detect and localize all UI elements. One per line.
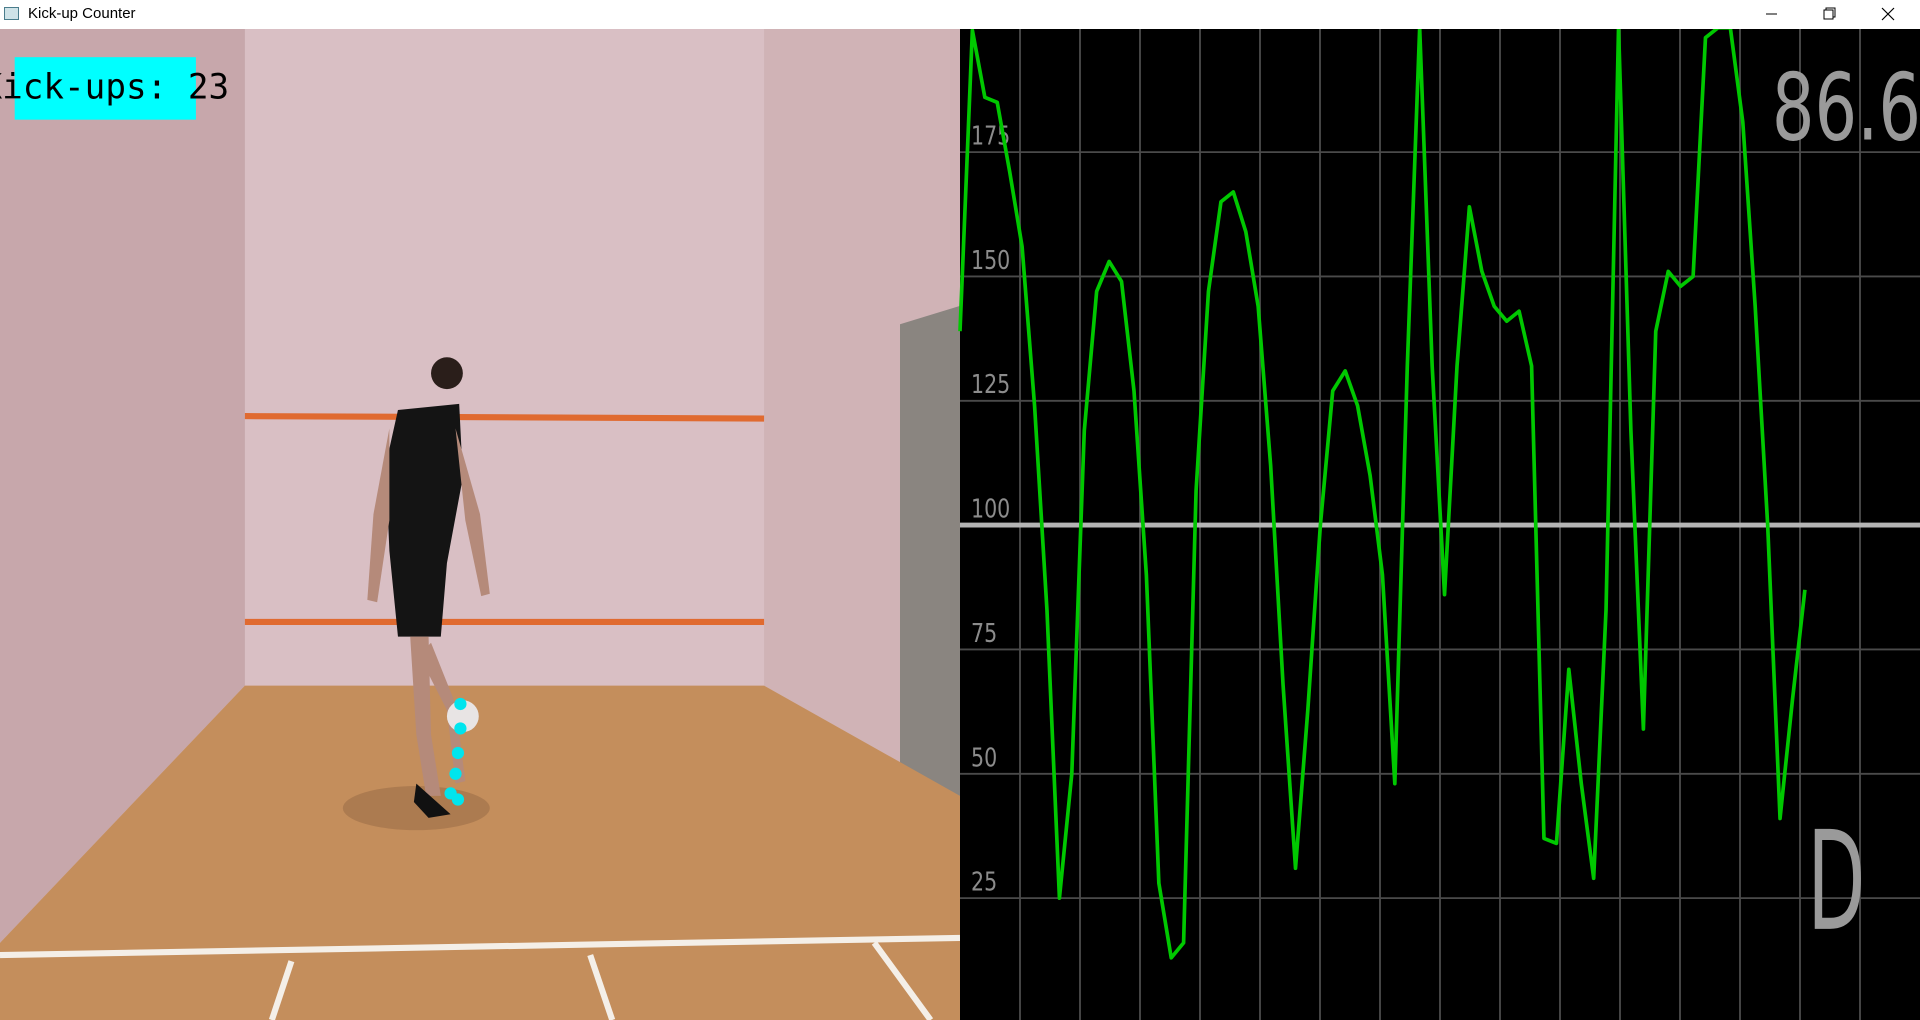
y-tick-label: 75 [971, 619, 997, 649]
app-icon [4, 7, 19, 20]
close-button[interactable] [1858, 0, 1916, 29]
kickup-counter: Kick-ups: 23 [0, 68, 229, 108]
y-tick-label: 50 [971, 743, 997, 773]
y-tick-label: 125 [971, 370, 1010, 400]
y-tick-label: 150 [971, 246, 1010, 276]
mode-label: D [1807, 802, 1865, 962]
y-tick-label: 100 [971, 494, 1010, 524]
readout-value: 86.64 [1772, 54, 1920, 162]
counter-box [14, 57, 196, 120]
minimize-button[interactable] [1742, 0, 1800, 29]
title-bar: Kick-up Counter [0, 0, 1920, 29]
data-line [958, 29, 1807, 960]
y-tick-label: 25 [971, 867, 997, 897]
window-title: Kick-up Counter [28, 5, 136, 22]
video-frame: Kick-ups: 23 [0, 29, 961, 1020]
restore-button[interactable] [1800, 0, 1858, 29]
